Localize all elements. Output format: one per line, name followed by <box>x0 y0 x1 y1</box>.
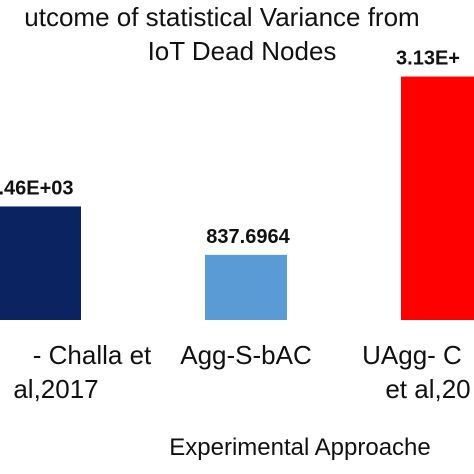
data-label-0: .46E+03 <box>0 177 74 199</box>
category-label-1-line-0: Agg-S-bAC <box>180 340 312 370</box>
bar-0 <box>0 206 81 320</box>
category-label-0-line-1: al,2017 <box>13 374 98 404</box>
data-label-1: 837.6964 <box>206 226 290 248</box>
category-labels-group: - Challa et al,2017 Agg-S-bAC UAgg- C et al,… <box>13 340 470 404</box>
bars-group <box>0 76 474 320</box>
data-label-2: 3.13E+ <box>396 48 460 70</box>
bar-2 <box>401 76 474 320</box>
category-label-2-line-1: et al,20 <box>385 374 470 404</box>
x-axis-title: Experimental Approache <box>169 434 431 461</box>
chart-title-line-2: IoT Dead Nodes <box>148 36 337 66</box>
bar-1 <box>205 254 287 320</box>
chart-title: utcome of statistical Variance from IoT … <box>24 2 419 66</box>
chart-title-line-1: utcome of statistical Variance from <box>24 2 419 32</box>
category-label-0-line-0: - Challa et <box>33 340 152 370</box>
category-label-2-line-0: UAgg- C <box>362 340 462 370</box>
data-labels-group: .46E+03 837.6964 3.13E+ <box>0 48 460 248</box>
